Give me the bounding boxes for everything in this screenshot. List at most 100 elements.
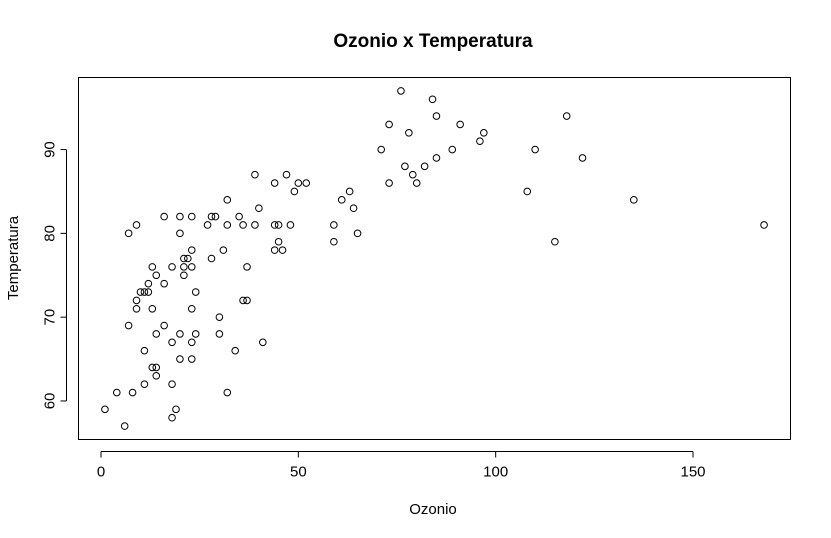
data-point-57 <box>235 212 243 221</box>
data-point-62 <box>251 170 259 179</box>
data-point-67 <box>270 221 279 229</box>
data-point-76 <box>302 179 311 187</box>
data-point-26 <box>168 338 176 347</box>
data-point-66 <box>270 179 279 187</box>
data-point-19 <box>152 372 161 380</box>
data-point-16 <box>148 304 157 313</box>
data-point-5 <box>128 388 137 397</box>
data-point-22 <box>160 212 168 221</box>
data-point-105 <box>760 221 768 229</box>
plot-frame <box>78 77 791 440</box>
y-tick-label-70: 70 <box>42 309 59 326</box>
data-point-98 <box>480 129 488 137</box>
data-point-10 <box>140 346 149 355</box>
data-point-18 <box>152 271 161 280</box>
data-point-51 <box>215 330 224 338</box>
data-point-64 <box>255 204 263 213</box>
data-point-80 <box>345 187 354 196</box>
data-point-79 <box>337 196 346 204</box>
y-tick-label-90: 90 <box>42 141 59 158</box>
data-point-30 <box>176 212 184 221</box>
data-point-8 <box>132 304 141 313</box>
data-point-47 <box>207 212 216 221</box>
x-tick-label-0: 0 <box>97 464 105 481</box>
data-point-40 <box>187 263 196 271</box>
data-point-35 <box>180 271 188 280</box>
x-tick-label-50: 50 <box>290 464 307 481</box>
data-point-74 <box>290 187 299 196</box>
y-axis-label: Temperatura <box>5 215 22 300</box>
data-point-82 <box>353 229 362 238</box>
data-point-37 <box>184 254 192 263</box>
x-tick-label-100: 100 <box>483 464 508 481</box>
data-point-9 <box>136 288 145 296</box>
data-point-53 <box>223 196 232 204</box>
data-point-97 <box>476 137 484 145</box>
data-point-23 <box>160 279 168 288</box>
data-point-75 <box>294 179 303 187</box>
x-axis: 0 50 100 150 <box>97 451 706 481</box>
data-point-101 <box>551 237 559 246</box>
data-point-86 <box>397 87 405 95</box>
data-point-73 <box>286 221 295 229</box>
data-point-96 <box>456 120 464 129</box>
data-point-6 <box>132 221 141 229</box>
data-point-38 <box>187 212 196 221</box>
data-point-28 <box>168 413 176 422</box>
data-point-91 <box>420 162 429 171</box>
data-point-31 <box>176 229 184 238</box>
data-point-49 <box>211 212 220 221</box>
data-point-46 <box>203 221 212 229</box>
y-tick-label-80: 80 <box>42 225 59 242</box>
data-point-63 <box>251 221 259 229</box>
data-point-90 <box>412 179 421 187</box>
data-point-99 <box>523 187 532 196</box>
data-point-94 <box>432 154 441 162</box>
data-point-29 <box>172 405 180 414</box>
data-point-21 <box>152 363 161 372</box>
data-point-7 <box>132 296 141 305</box>
data-point-103 <box>578 154 587 162</box>
data-point-55 <box>223 388 232 397</box>
data-point-15 <box>148 263 157 271</box>
data-point-60 <box>243 263 251 271</box>
data-point-58 <box>239 221 247 229</box>
data-point-85 <box>385 179 393 187</box>
data-point-81 <box>349 204 358 213</box>
data-point-59 <box>239 296 247 305</box>
data-point-50 <box>215 313 224 321</box>
data-point-104 <box>630 196 638 204</box>
points-layer <box>101 87 768 430</box>
data-point-71 <box>278 246 287 254</box>
data-point-39 <box>187 246 196 254</box>
y-tick-label-60: 60 <box>42 393 59 410</box>
data-point-93 <box>432 112 441 120</box>
y-axis: 60 70 80 90 <box>42 141 67 409</box>
x-tick-label-150: 150 <box>680 464 705 481</box>
data-point-24 <box>160 321 168 330</box>
data-point-68 <box>270 246 279 254</box>
data-point-48 <box>207 254 216 263</box>
data-point-45 <box>191 330 200 338</box>
chart-title: Ozonio x Temperatura <box>333 31 533 52</box>
data-point-56 <box>231 346 239 355</box>
data-point-36 <box>180 263 188 271</box>
data-point-32 <box>176 330 184 338</box>
data-point-100 <box>531 145 539 154</box>
data-point-102 <box>562 112 571 120</box>
data-point-11 <box>140 288 149 296</box>
data-point-43 <box>187 355 196 363</box>
data-point-92 <box>428 95 437 104</box>
data-point-2 <box>120 422 129 430</box>
data-point-72 <box>282 170 291 179</box>
data-point-88 <box>405 129 413 137</box>
data-point-42 <box>187 338 196 347</box>
data-point-84 <box>385 120 393 129</box>
data-point-34 <box>180 254 188 263</box>
data-point-25 <box>168 263 176 271</box>
data-point-20 <box>152 330 161 338</box>
data-point-69 <box>274 221 283 229</box>
data-point-13 <box>144 288 153 296</box>
data-point-44 <box>191 288 200 296</box>
